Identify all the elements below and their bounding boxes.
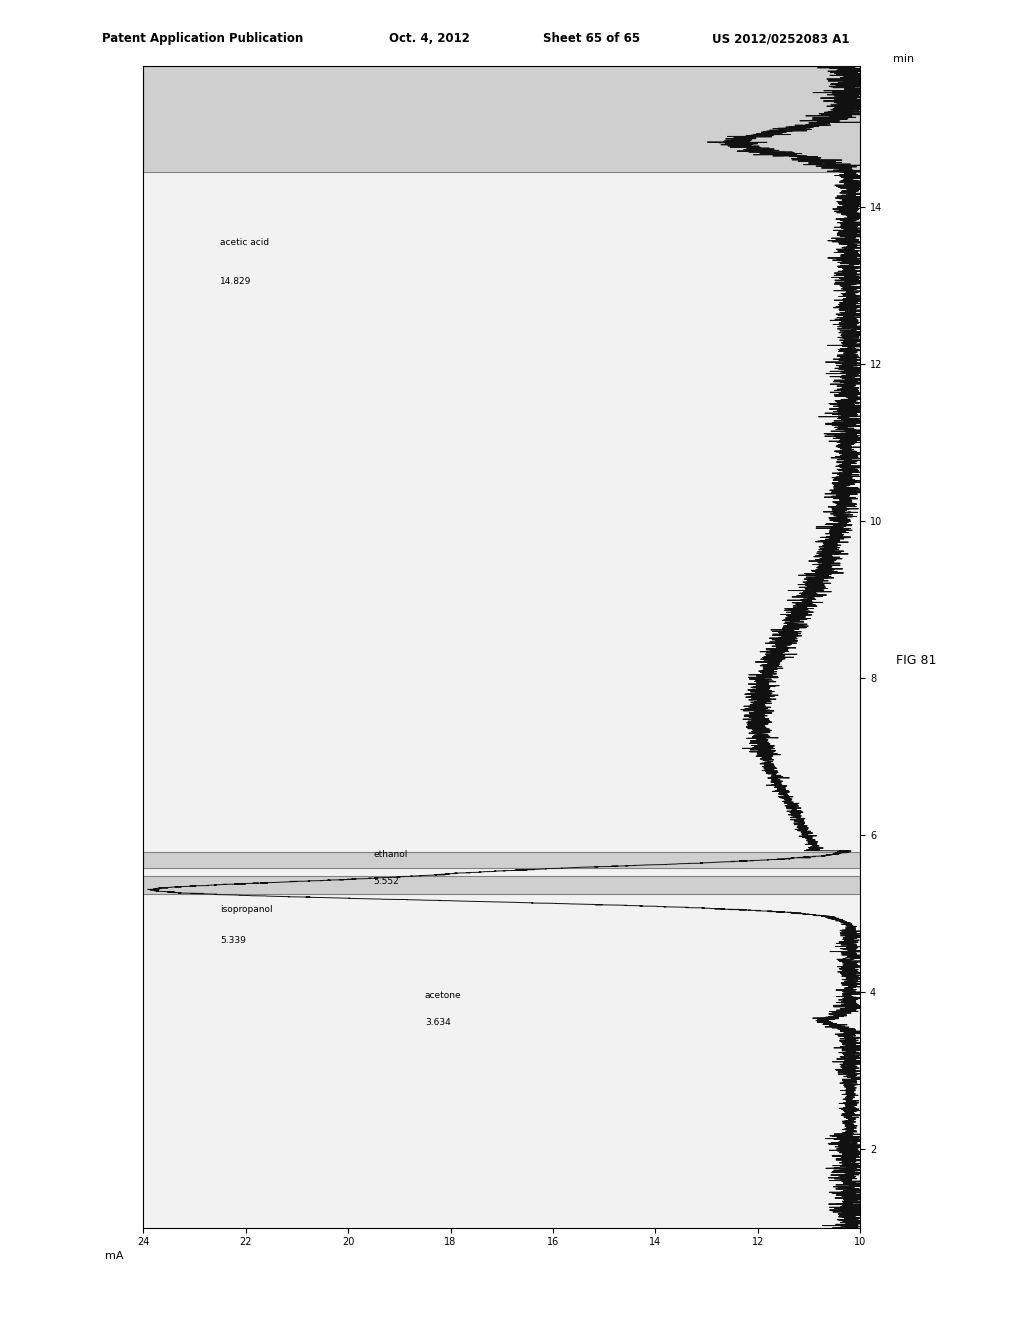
- Text: ethanol: ethanol: [374, 850, 409, 859]
- X-axis label: mA: mA: [105, 1251, 124, 1261]
- Text: acetone: acetone: [425, 991, 462, 1001]
- Text: isopropanol: isopropanol: [220, 904, 272, 913]
- Text: Patent Application Publication: Patent Application Publication: [102, 32, 304, 45]
- Bar: [143, 66, 860, 172]
- Y-axis label: min: min: [893, 54, 913, 65]
- Bar: [143, 853, 860, 869]
- Text: 3.634: 3.634: [425, 1019, 451, 1027]
- Bar: [143, 876, 860, 894]
- Text: 14.829: 14.829: [220, 277, 252, 285]
- Text: Sheet 65 of 65: Sheet 65 of 65: [543, 32, 640, 45]
- Text: acetic acid: acetic acid: [220, 238, 269, 247]
- Text: US 2012/0252083 A1: US 2012/0252083 A1: [712, 32, 849, 45]
- Text: 5.552: 5.552: [374, 878, 399, 886]
- Text: FIG 81: FIG 81: [896, 653, 936, 667]
- Text: 5.339: 5.339: [220, 936, 246, 945]
- Text: Oct. 4, 2012: Oct. 4, 2012: [389, 32, 470, 45]
